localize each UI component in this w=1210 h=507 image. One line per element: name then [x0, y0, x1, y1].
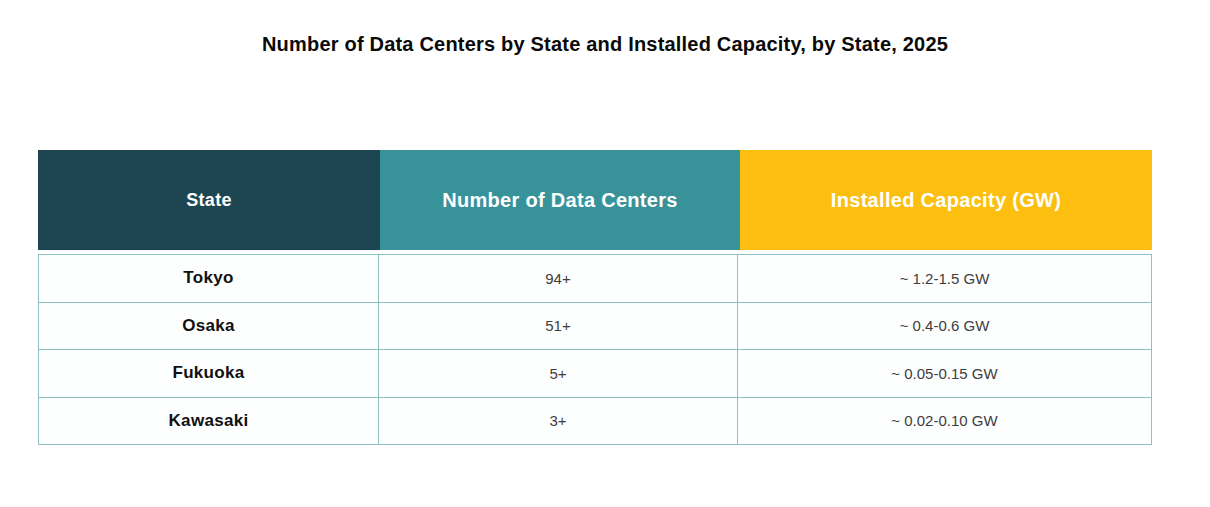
- table-body: Tokyo 94+ ~ 1.2-1.5 GW Osaka 51+ ~ 0.4-0…: [38, 254, 1152, 445]
- cell-state: Osaka: [39, 303, 379, 350]
- table-row-osaka: Osaka 51+ ~ 0.4-0.6 GW: [39, 303, 1151, 351]
- data-table: State Number of Data Centers Installed C…: [38, 150, 1152, 445]
- cell-capacity: ~ 0.4-0.6 GW: [738, 303, 1151, 350]
- cell-state: Tokyo: [39, 255, 379, 302]
- cell-count: 51+: [379, 303, 738, 350]
- cell-count: 5+: [379, 350, 738, 397]
- header-cell-installed-capacity: Installed Capacity (GW): [740, 150, 1152, 250]
- table-row-kawasaki: Kawasaki 3+ ~ 0.02-0.10 GW: [39, 398, 1151, 446]
- cell-count: 3+: [379, 398, 738, 445]
- cell-capacity: ~ 0.02-0.10 GW: [738, 398, 1151, 445]
- cell-count: 94+: [379, 255, 738, 302]
- header-cell-number-of-data-centers: Number of Data Centers: [380, 150, 740, 250]
- chart-title: Number of Data Centers by State and Inst…: [0, 33, 1210, 56]
- cell-state: Kawasaki: [39, 398, 379, 445]
- table-row-tokyo: Tokyo 94+ ~ 1.2-1.5 GW: [39, 255, 1151, 303]
- cell-state: Fukuoka: [39, 350, 379, 397]
- table-row-fukuoka: Fukuoka 5+ ~ 0.05-0.15 GW: [39, 350, 1151, 398]
- table-header-row: State Number of Data Centers Installed C…: [38, 150, 1152, 250]
- cell-capacity: ~ 0.05-0.15 GW: [738, 350, 1151, 397]
- cell-capacity: ~ 1.2-1.5 GW: [738, 255, 1151, 302]
- header-cell-state: State: [38, 150, 380, 250]
